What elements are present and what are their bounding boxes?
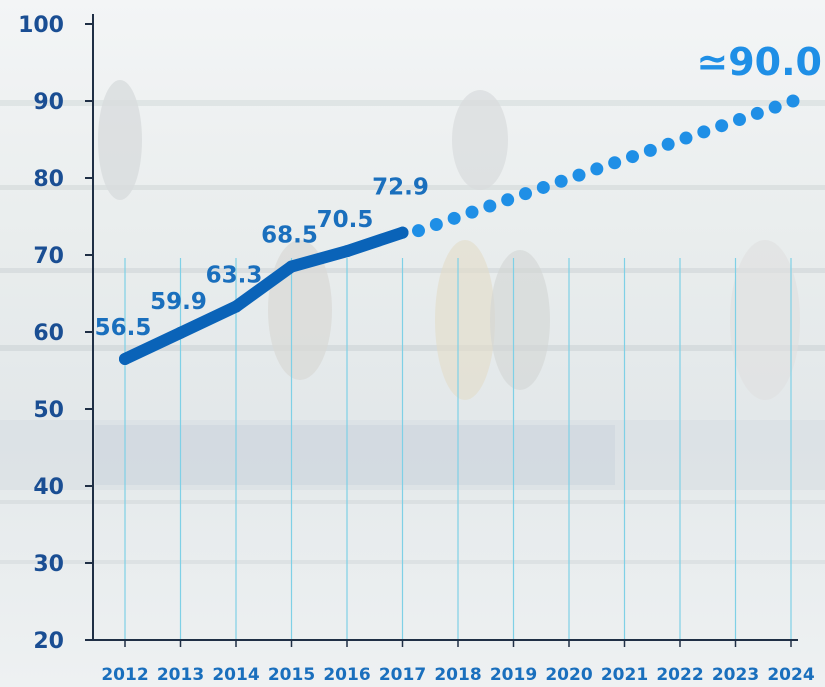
- data-point-2017: [396, 226, 409, 239]
- projection-dot: [412, 224, 425, 238]
- projection-dot: [501, 193, 515, 207]
- x-tick-label-2017: 2017: [379, 665, 426, 685]
- projection-dot: [536, 180, 550, 194]
- data-label-2017: 72.9: [372, 175, 429, 201]
- y-tick-label-70: 70: [33, 244, 64, 269]
- y-axis-ticks: 20 30 40 50 60 70 80 90 100: [18, 13, 93, 654]
- x-tick-label-2019: 2019: [490, 665, 537, 685]
- x-tick-label-2024: 2024: [767, 665, 814, 685]
- data-point-2016: [341, 245, 353, 258]
- projection-dot: [447, 211, 461, 225]
- projection-dot: [590, 162, 604, 176]
- projection-dot: [519, 187, 532, 201]
- projection-dot: [786, 94, 800, 108]
- projection-dot: [554, 174, 568, 188]
- projection-dot: [608, 156, 622, 170]
- x-tick-label-2022: 2022: [656, 665, 703, 685]
- data-label-2013: 59.9: [150, 289, 207, 315]
- x-tick-label-2021: 2021: [601, 665, 648, 685]
- series-group: [119, 94, 800, 365]
- y-tick-label-90: 90: [33, 90, 64, 115]
- x-tick-label-2018: 2018: [434, 665, 481, 685]
- actual-series-line: [119, 226, 409, 365]
- projection-dot: [429, 217, 443, 231]
- x-tick-label-2023: 2023: [712, 665, 759, 685]
- data-label-2015: 68.5: [261, 223, 318, 249]
- y-tick-label-100: 100: [18, 13, 64, 38]
- data-point-2012: [119, 352, 131, 365]
- y-tick-label-80: 80: [33, 167, 64, 192]
- x-tick-label-2013: 2013: [157, 665, 204, 685]
- x-tick-label-2012: 2012: [101, 665, 148, 685]
- y-tick-label-20: 20: [33, 629, 64, 654]
- projection-dot: [626, 150, 639, 164]
- data-labels: 56.559.963.3 68.570.5 72.9: [95, 175, 429, 341]
- projection-dot: [715, 119, 729, 133]
- projection-dot: [465, 205, 479, 219]
- y-tick-label-30: 30: [33, 552, 64, 577]
- x-axis-ticks: 2012 2013 2014 2015 2016 2017 2018 2019 2020 2021…: [101, 640, 815, 685]
- data-point-2015: [285, 260, 298, 273]
- projection-dot: [661, 137, 675, 151]
- data-point-2013: [174, 326, 187, 339]
- data-label-2016: 70.5: [317, 207, 374, 233]
- projection-dot: [750, 106, 764, 120]
- gridlines: [124, 258, 792, 640]
- y-tick-label-40: 40: [33, 475, 64, 500]
- projection-label: ≃90.0: [696, 40, 822, 84]
- projection-dot: [572, 168, 586, 182]
- x-tick-label-2020: 2020: [545, 665, 592, 685]
- projection-dot: [733, 113, 746, 127]
- projection-dot: [643, 143, 657, 157]
- projection-dot: [679, 131, 693, 145]
- data-label-2012: 56.5: [95, 315, 152, 341]
- x-tick-label-2015: 2015: [268, 665, 315, 685]
- y-tick-label-60: 60: [33, 321, 64, 346]
- projection-dot: [697, 125, 711, 139]
- projection-dot: [768, 100, 782, 114]
- x-tick-label-2016: 2016: [323, 665, 370, 685]
- y-tick-label-50: 50: [33, 398, 64, 423]
- x-tick-label-2014: 2014: [212, 665, 259, 685]
- data-label-2014: 63.3: [206, 263, 263, 289]
- projection-dot: [483, 199, 497, 213]
- data-point-2014: [230, 300, 242, 313]
